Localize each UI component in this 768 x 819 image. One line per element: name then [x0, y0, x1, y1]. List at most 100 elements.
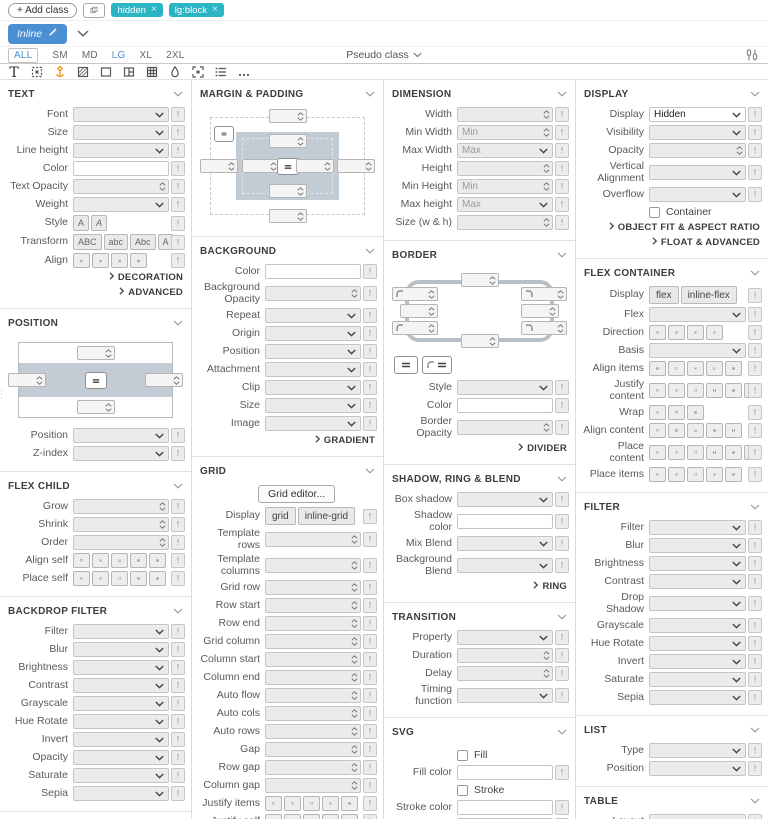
cols-2-icon[interactable]	[649, 361, 666, 377]
important-toggle[interactable]: !	[748, 307, 762, 323]
stepper-buttons[interactable]	[297, 136, 304, 146]
important-toggle[interactable]: !	[171, 535, 185, 550]
rows-2-icon[interactable]	[668, 423, 685, 439]
split-icon[interactable]	[706, 383, 723, 399]
breakpoint-tab-sm[interactable]: SM	[52, 49, 68, 61]
important-toggle[interactable]: !	[171, 660, 185, 675]
stepper-buttons[interactable]	[549, 306, 556, 316]
important-toggle[interactable]: !	[748, 636, 762, 652]
stepper-buttons[interactable]	[297, 186, 304, 196]
sq-bl-icon[interactable]	[706, 361, 723, 377]
important-toggle[interactable]: !	[748, 445, 762, 461]
important-toggle[interactable]: !	[748, 361, 762, 377]
hue-rotate-select[interactable]	[73, 714, 169, 729]
display-option-button[interactable]: flex	[649, 286, 679, 305]
stepper-buttons[interactable]	[543, 669, 550, 679]
brightness-select[interactable]	[73, 660, 169, 675]
radius-top-right-stepper[interactable]	[521, 287, 567, 301]
important-toggle[interactable]: !	[363, 778, 377, 794]
important-toggle[interactable]: !	[555, 492, 569, 508]
bar-full-icon[interactable]	[149, 571, 166, 586]
resize-handle[interactable]: · · ·	[0, 385, 3, 403]
important-toggle[interactable]: !	[171, 553, 185, 568]
inset-right-stepper[interactable]	[145, 373, 183, 387]
stepper-buttons[interactable]	[351, 727, 358, 737]
pseudo-class-button[interactable]: Pseudo class	[346, 49, 422, 61]
clip-select[interactable]	[265, 380, 361, 396]
close-icon[interactable]: ×	[212, 4, 218, 15]
important-toggle[interactable]: !	[171, 750, 185, 765]
section-border-icon[interactable]	[99, 65, 113, 79]
mix-blend-select[interactable]	[457, 536, 553, 552]
z-index-select[interactable]	[73, 446, 169, 461]
size-select[interactable]	[265, 398, 361, 414]
collapse-chevron-icon[interactable]	[365, 88, 375, 100]
checkbox-container[interactable]	[649, 206, 660, 218]
important-toggle[interactable]: !	[363, 760, 377, 776]
important-toggle[interactable]: !	[363, 344, 377, 360]
stepper-buttons[interactable]	[365, 161, 372, 171]
grow-stepper[interactable]	[73, 499, 169, 514]
important-toggle[interactable]: !	[555, 179, 569, 194]
important-toggle[interactable]: !	[363, 308, 377, 324]
important-toggle[interactable]: !	[363, 264, 377, 279]
important-toggle[interactable]: !	[363, 362, 377, 378]
invert-select[interactable]	[73, 732, 169, 747]
display-option-button[interactable]: inline-flex	[680, 286, 737, 305]
important-toggle[interactable]: !	[171, 696, 185, 711]
sq-tl-icon[interactable]	[265, 796, 282, 812]
vertical-alignment-select[interactable]	[649, 165, 746, 181]
close-icon[interactable]: ×	[150, 4, 157, 15]
border-right-stepper[interactable]	[521, 304, 559, 318]
sq-c-icon[interactable]	[706, 467, 723, 483]
breakpoint-tab-xl[interactable]: XL	[139, 49, 153, 61]
important-toggle[interactable]: !	[171, 215, 185, 231]
important-toggle[interactable]: !	[555, 558, 569, 574]
sq-c-icon[interactable]	[322, 796, 339, 812]
important-toggle[interactable]: !	[171, 234, 185, 250]
collapse-chevron-icon[interactable]	[557, 249, 567, 261]
row-gap-stepper[interactable]	[265, 760, 361, 776]
important-toggle[interactable]: !	[363, 580, 377, 596]
stepper-buttons[interactable]	[543, 423, 550, 432]
stepper-buttons[interactable]	[351, 709, 358, 719]
auto-flow-stepper[interactable]	[265, 688, 361, 704]
important-toggle[interactable]: !	[748, 672, 762, 688]
stepper-buttons[interactable]	[428, 323, 435, 333]
auto-rows-stepper[interactable]	[265, 724, 361, 740]
border-opacity-stepper[interactable]	[457, 420, 553, 436]
equal-radius-button[interactable]	[422, 356, 452, 374]
important-toggle[interactable]: !	[748, 690, 762, 706]
sq-tr-icon[interactable]	[303, 796, 320, 812]
important-toggle[interactable]: !	[555, 125, 569, 140]
important-toggle[interactable]: !	[748, 165, 762, 181]
cols-2-icon[interactable]	[130, 553, 147, 568]
column-gap-stepper[interactable]	[265, 778, 361, 794]
min-width-stepper[interactable]: Min	[457, 125, 553, 140]
transform-option-button[interactable]: ABC	[73, 234, 102, 250]
sq-tc-icon[interactable]	[92, 571, 109, 586]
cols-2-icon[interactable]	[341, 814, 358, 819]
important-toggle[interactable]: !	[748, 187, 762, 203]
breakpoint-tab-md[interactable]: MD	[81, 49, 98, 61]
timing-function-select[interactable]	[457, 688, 553, 704]
sq-c-icon[interactable]	[687, 361, 704, 377]
breakpoint-tab-all[interactable]: ALL	[8, 47, 39, 63]
filter-select[interactable]	[73, 624, 169, 639]
type-select[interactable]	[649, 743, 746, 759]
overflow-select[interactable]	[649, 187, 746, 203]
row-start-stepper[interactable]	[265, 598, 361, 614]
sq-c-icon[interactable]	[322, 814, 339, 819]
size-w-h-stepper[interactable]	[457, 215, 553, 230]
radius-bottom-right-stepper[interactable]	[521, 321, 567, 335]
line-height-select[interactable]	[73, 143, 169, 158]
stepper-buttons[interactable]	[543, 110, 550, 119]
style-option-button[interactable]: A	[73, 215, 90, 231]
important-toggle[interactable]: !	[363, 398, 377, 414]
inset-bottom-stepper[interactable]	[77, 400, 115, 414]
arrow-d-icon[interactable]	[687, 325, 704, 341]
add-class-button[interactable]: + Add class	[8, 2, 78, 18]
bar-full-icon[interactable]	[725, 445, 742, 461]
opacity-stepper[interactable]	[649, 143, 746, 158]
stepper-buttons[interactable]	[159, 182, 166, 191]
